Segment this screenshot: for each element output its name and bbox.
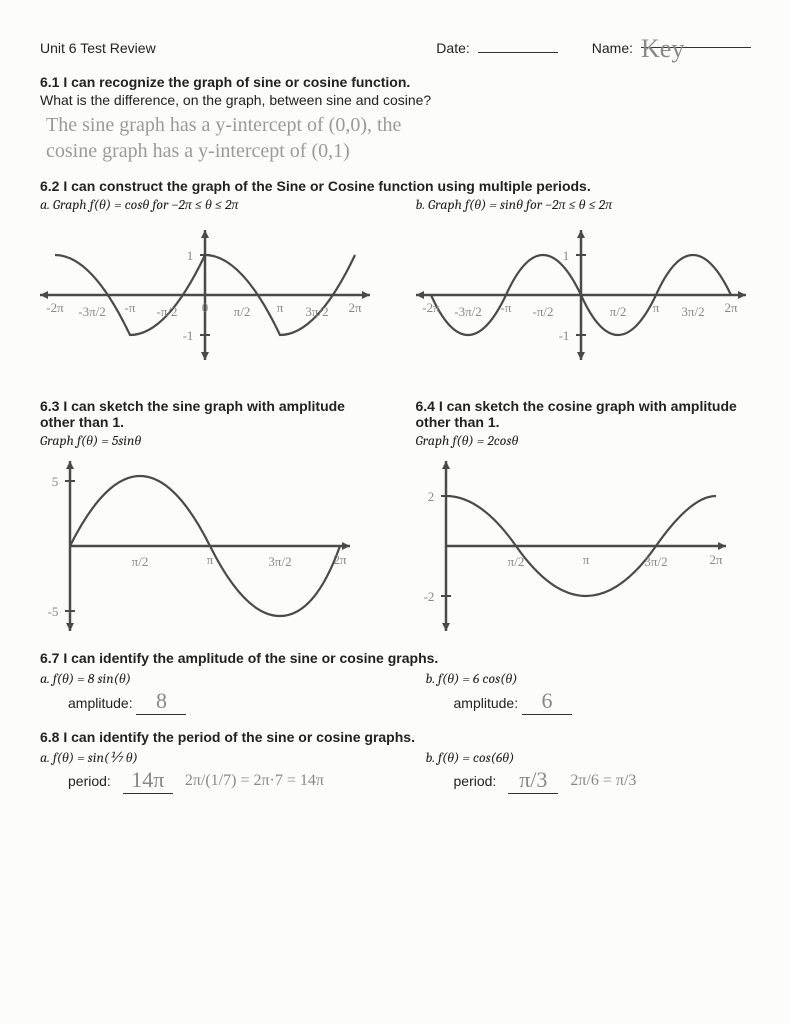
svg-text:π/2: π/2 [234,304,251,319]
q64-graph: 2 -2 π/2 π 3π/2 2π [416,456,752,636]
q61-answer-l1: The sine graph has a y-intercept of (0,0… [46,112,751,138]
q68a-work: 2π/(1/7) = 2π·7 = 14π [185,772,324,790]
svg-text:π/2: π/2 [507,554,524,569]
q62-title: 6.2 I can construct the graph of the Sin… [40,178,751,194]
q62a-graph: 1 -1 -2π -3π/2 -π -π/2 0 π/2 π 3π/2 2π [40,220,376,380]
svg-text:-3π/2: -3π/2 [78,304,106,319]
svg-text:3π/2: 3π/2 [644,554,667,569]
svg-text:-1: -1 [183,328,194,343]
q64-title: 6.4 I can sketch the cosine graph with a… [416,398,752,430]
q67b-func: b. f(θ) = 6 cos(θ) [426,670,752,688]
q68b: b. f(θ) = cos(6θ) period: π/3 2π/6 = π/3 [426,749,752,794]
svg-text:π: π [652,300,659,315]
svg-text:-2π: -2π [46,300,64,315]
svg-text:5: 5 [52,474,59,489]
svg-text:3π/2: 3π/2 [305,304,328,319]
svg-text:2π: 2π [709,552,723,567]
q68b-answer: π/3 [519,767,547,792]
svg-text:-π/2: -π/2 [532,304,553,319]
q67-title: 6.7 I can identify the amplitude of the … [40,650,751,666]
q67a: a. f(θ) = 8 sin(θ) amplitude: 8 [40,670,366,715]
name-label: Name: [592,40,633,56]
svg-text:2π: 2π [333,552,347,567]
svg-text:-1: -1 [558,328,569,343]
name-field: Key [641,30,751,48]
worksheet-header: Unit 6 Test Review Date: Name: Key [40,30,751,56]
q61-title: 6.1 I can recognize the graph of sine or… [40,74,751,90]
svg-text:-π: -π [500,300,511,315]
q67a-answer: 8 [156,688,167,713]
svg-text:-2π: -2π [422,300,440,315]
q67a-func: a. f(θ) = 8 sin(θ) [40,670,366,688]
date-field [478,35,558,53]
q68b-func: b. f(θ) = cos(6θ) [426,749,752,767]
q61-answer-l2: cosine graph has a y-intercept of (0,1) [46,138,751,164]
svg-text:π: π [582,552,589,567]
q62a-label: a. Graph f(θ) = cosθ for −2π ≤ θ ≤ 2π [40,196,376,214]
q67b: b. f(θ) = 6 cos(θ) amplitude: 6 [426,670,752,715]
q68a-func: a. f(θ) = sin(⅐ θ) [40,749,366,767]
q68a-answer: 14π [131,767,164,792]
svg-text:-π: -π [125,300,136,315]
svg-text:3π/2: 3π/2 [681,304,704,319]
svg-text:π/2: π/2 [609,304,626,319]
svg-text:2: 2 [427,489,434,504]
svg-text:3π/2: 3π/2 [268,554,291,569]
q63-prompt: Graph f(θ) = 5sinθ [40,432,376,450]
q68-title: 6.8 I can identify the period of the sin… [40,729,751,745]
svg-text:2π: 2π [348,300,362,315]
q68a: a. f(θ) = sin(⅐ θ) period: 14π 2π/(1/7) … [40,749,366,794]
svg-text:-2: -2 [423,589,434,604]
q61-prompt: What is the difference, on the graph, be… [40,92,751,108]
svg-text:-π/2: -π/2 [156,304,177,319]
svg-text:0: 0 [202,300,209,315]
svg-text:1: 1 [187,248,194,263]
svg-text:π: π [207,552,214,567]
svg-text:1: 1 [562,248,569,263]
q62b-label: b. Graph f(θ) = sinθ for −2π ≤ θ ≤ 2π [416,196,752,214]
date-label: Date: [436,40,469,56]
svg-text:2π: 2π [724,300,738,315]
q68b-work: 2π/6 = π/3 [570,772,636,790]
q63-title: 6.3 I can sketch the sine graph with amp… [40,398,376,430]
q67b-label: amplitude: [454,695,519,711]
q68a-label: period: [68,773,111,789]
worksheet-title: Unit 6 Test Review [40,40,156,56]
q68b-label: period: [454,773,497,789]
q67b-answer: 6 [541,688,552,713]
q62b-graph: 1 -1 -2π -3π/2 -π -π/2 π/2 π 3π/2 2π [416,220,752,380]
q63-graph: 5 -5 π/2 π 3π/2 2π [40,456,376,636]
q61-answer: The sine graph has a y-intercept of (0,0… [46,112,751,164]
svg-text:-3π/2: -3π/2 [454,304,482,319]
q64-prompt: Graph f(θ) = 2cosθ [416,432,752,450]
svg-text:π/2: π/2 [132,554,149,569]
svg-text:-5: -5 [48,604,59,619]
svg-text:π: π [277,300,284,315]
q67a-label: amplitude: [68,695,133,711]
